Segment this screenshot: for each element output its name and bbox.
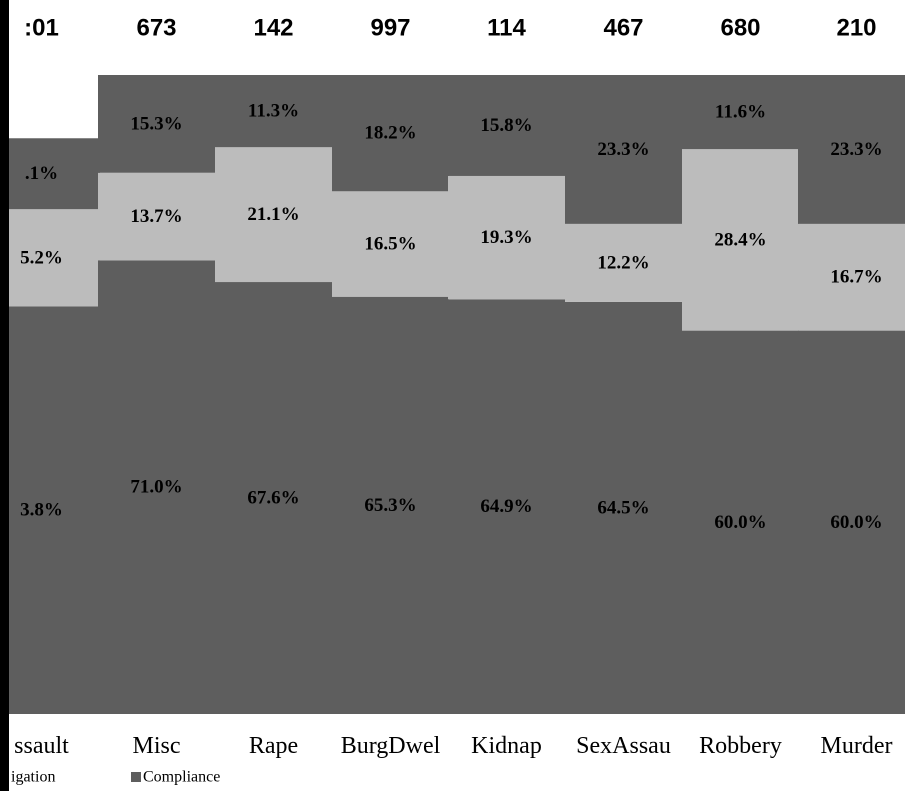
bar-segment [565,301,682,714]
bar-segment [98,260,215,714]
category-label: ssault [14,733,69,759]
bar-segment [682,75,799,150]
bar-segment [448,175,565,300]
legend-label: igation [11,769,55,786]
bar-segment [0,138,100,210]
bar-segment [215,282,332,714]
segment-value-label: 67.6% [247,488,299,509]
segment-value-label: 65.3% [364,495,416,516]
bar-segment [448,299,565,714]
segment-value-label: 60.0% [830,512,882,533]
legend: igation Compliance [11,769,220,786]
segment-value-label: 23.3% [597,139,649,160]
bar-segment [565,75,682,224]
category-label: Rape [249,733,298,759]
bar-segment [682,330,799,714]
bar-segment [0,209,100,307]
count-label: :01 [24,15,59,42]
count-label: 114 [487,15,526,42]
segment-value-label: 16.5% [364,234,416,255]
segment-value-label: 12.2% [597,252,649,273]
category-label: SexAssau [576,733,671,759]
category-label: Robbery [699,733,782,759]
left-edge-bar [0,0,9,791]
segment-value-label: 18.2% [364,123,416,144]
segment-value-label: 64.9% [480,496,532,517]
bar-segment [98,172,215,261]
segment-value-label: 15.8% [480,115,532,136]
category-label: Misc [133,733,181,759]
segment-value-label: 11.3% [248,101,299,122]
bar-segment [215,75,332,148]
bar-segment [798,75,905,224]
segment-value-label: 11.6% [715,102,766,123]
segment-value-label: 71.0% [130,477,182,498]
segment-value-label: .1% [25,163,58,184]
segment-value-label: 19.3% [480,227,532,248]
category-labels: ssault Misc Rape BurgDwel Kidnap SexAssau Robb… [14,733,892,759]
bar-segment [682,149,799,331]
segment-value-label: 15.3% [130,113,182,134]
count-label: 467 [603,15,643,42]
count-label: 673 [136,15,176,42]
bar-segment [565,223,682,302]
bar-segment [332,75,449,192]
bar-segment [215,147,332,283]
segment-value-label: 13.7% [130,206,182,227]
segment-labels: 3.8% 5.2% .1% 71.0% 13.7% 15.3% 67.6% 21.1% 11.3… [20,101,883,533]
legend-label: Compliance [143,769,220,786]
bar-segment [798,223,905,331]
bar-segment [798,330,905,714]
segment-value-label: 60.0% [714,512,766,533]
segment-value-label: 5.2% [20,247,63,268]
bar-segments [0,75,905,714]
count-label: 210 [836,15,876,42]
category-label: Murder [821,733,893,759]
count-label: 680 [720,15,760,42]
count-label: 997 [370,15,410,42]
segment-value-label: 23.3% [830,139,882,160]
segment-value-label: 3.8% [20,500,63,521]
bar-segment [448,75,565,176]
bar-segment [0,306,100,714]
count-label: 142 [253,15,293,42]
category-label: BurgDwel [341,733,441,759]
segment-value-label: 16.7% [830,267,882,288]
count-labels: :01 673 142 997 114 467 680 210 [24,15,876,42]
bar-segment [98,75,215,173]
segment-value-label: 28.4% [714,229,766,250]
segment-value-label: 21.1% [247,204,299,225]
category-label: Kidnap [471,733,542,759]
bar-segment [332,191,449,297]
segment-value-label: 64.5% [597,497,649,518]
legend-swatch [131,772,141,782]
bar-segment [332,296,449,714]
